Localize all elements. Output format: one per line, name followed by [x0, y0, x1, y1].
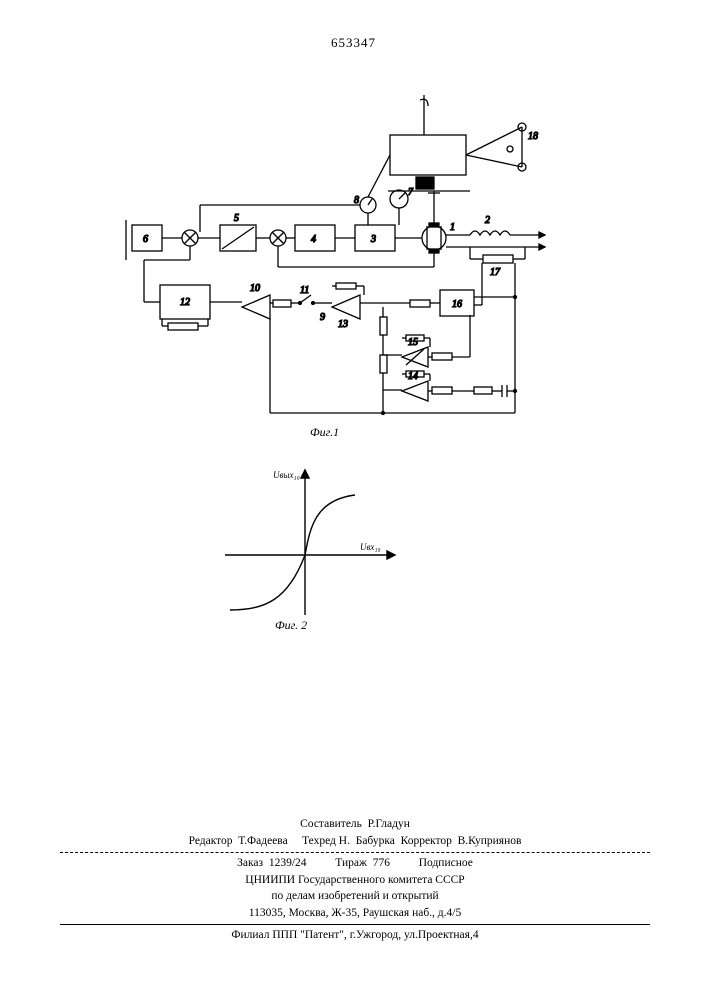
compiler: Р.Гладун	[368, 818, 410, 830]
svg-text:18: 18	[528, 131, 538, 142]
order: 1239/24	[269, 857, 307, 869]
svg-text:4: 4	[311, 234, 316, 245]
order-label: Заказ	[237, 857, 263, 869]
svg-text:6: 6	[143, 234, 148, 245]
figure-2: Uвых₁₀ Uвх₁₀ Фиг. 2	[210, 460, 410, 640]
svg-text:15: 15	[408, 337, 418, 348]
figure2-caption: Фиг. 2	[275, 618, 307, 633]
addr1: 113035, Москва, Ж-35, Раушская наб., д.4…	[60, 906, 650, 922]
svg-text:16: 16	[452, 299, 462, 310]
svg-text:13: 13	[338, 319, 348, 330]
compiler-label: Составитель	[300, 818, 362, 830]
svg-text:7: 7	[408, 187, 414, 198]
techred: Бабурка	[356, 835, 395, 847]
colophon: Составитель Р.Гладун Редактор Т.Фадеева …	[60, 816, 650, 945]
figure1-caption: Фиг.1	[310, 425, 339, 440]
org2: по делам изобретений и открытий	[60, 889, 650, 905]
editor: Т.Фадеева	[238, 835, 287, 847]
svg-text:2: 2	[485, 215, 490, 226]
svg-text:1: 1	[450, 222, 455, 233]
svg-text:11: 11	[300, 285, 309, 296]
fig2-xlabel: Uвх₁₀	[360, 542, 381, 552]
org1: ЦНИИПИ Государственного комитета СССР	[60, 873, 650, 889]
svg-text:3: 3	[370, 234, 376, 245]
note: Подписное	[419, 857, 473, 869]
tirazh: 776	[373, 857, 390, 869]
tirazh-label: Тираж	[335, 857, 367, 869]
branch: Филиал ППП "Патент", г.Ужгород, ул.Проек…	[60, 928, 650, 944]
techred-label: Техред Н.	[302, 835, 350, 847]
corrector-label: Корректор	[401, 835, 452, 847]
fig2-ylabel: Uвых₁₀	[273, 470, 300, 480]
svg-text:17: 17	[490, 267, 501, 278]
figure-1: 18 7 8 1	[110, 95, 570, 445]
editor-label: Редактор	[189, 835, 233, 847]
svg-text:5: 5	[234, 213, 239, 224]
doc-number: 653347	[0, 35, 707, 51]
svg-text:9: 9	[320, 312, 325, 323]
corrector: В.Куприянов	[458, 835, 522, 847]
svg-text:12: 12	[180, 297, 190, 308]
svg-text:10: 10	[250, 283, 260, 294]
